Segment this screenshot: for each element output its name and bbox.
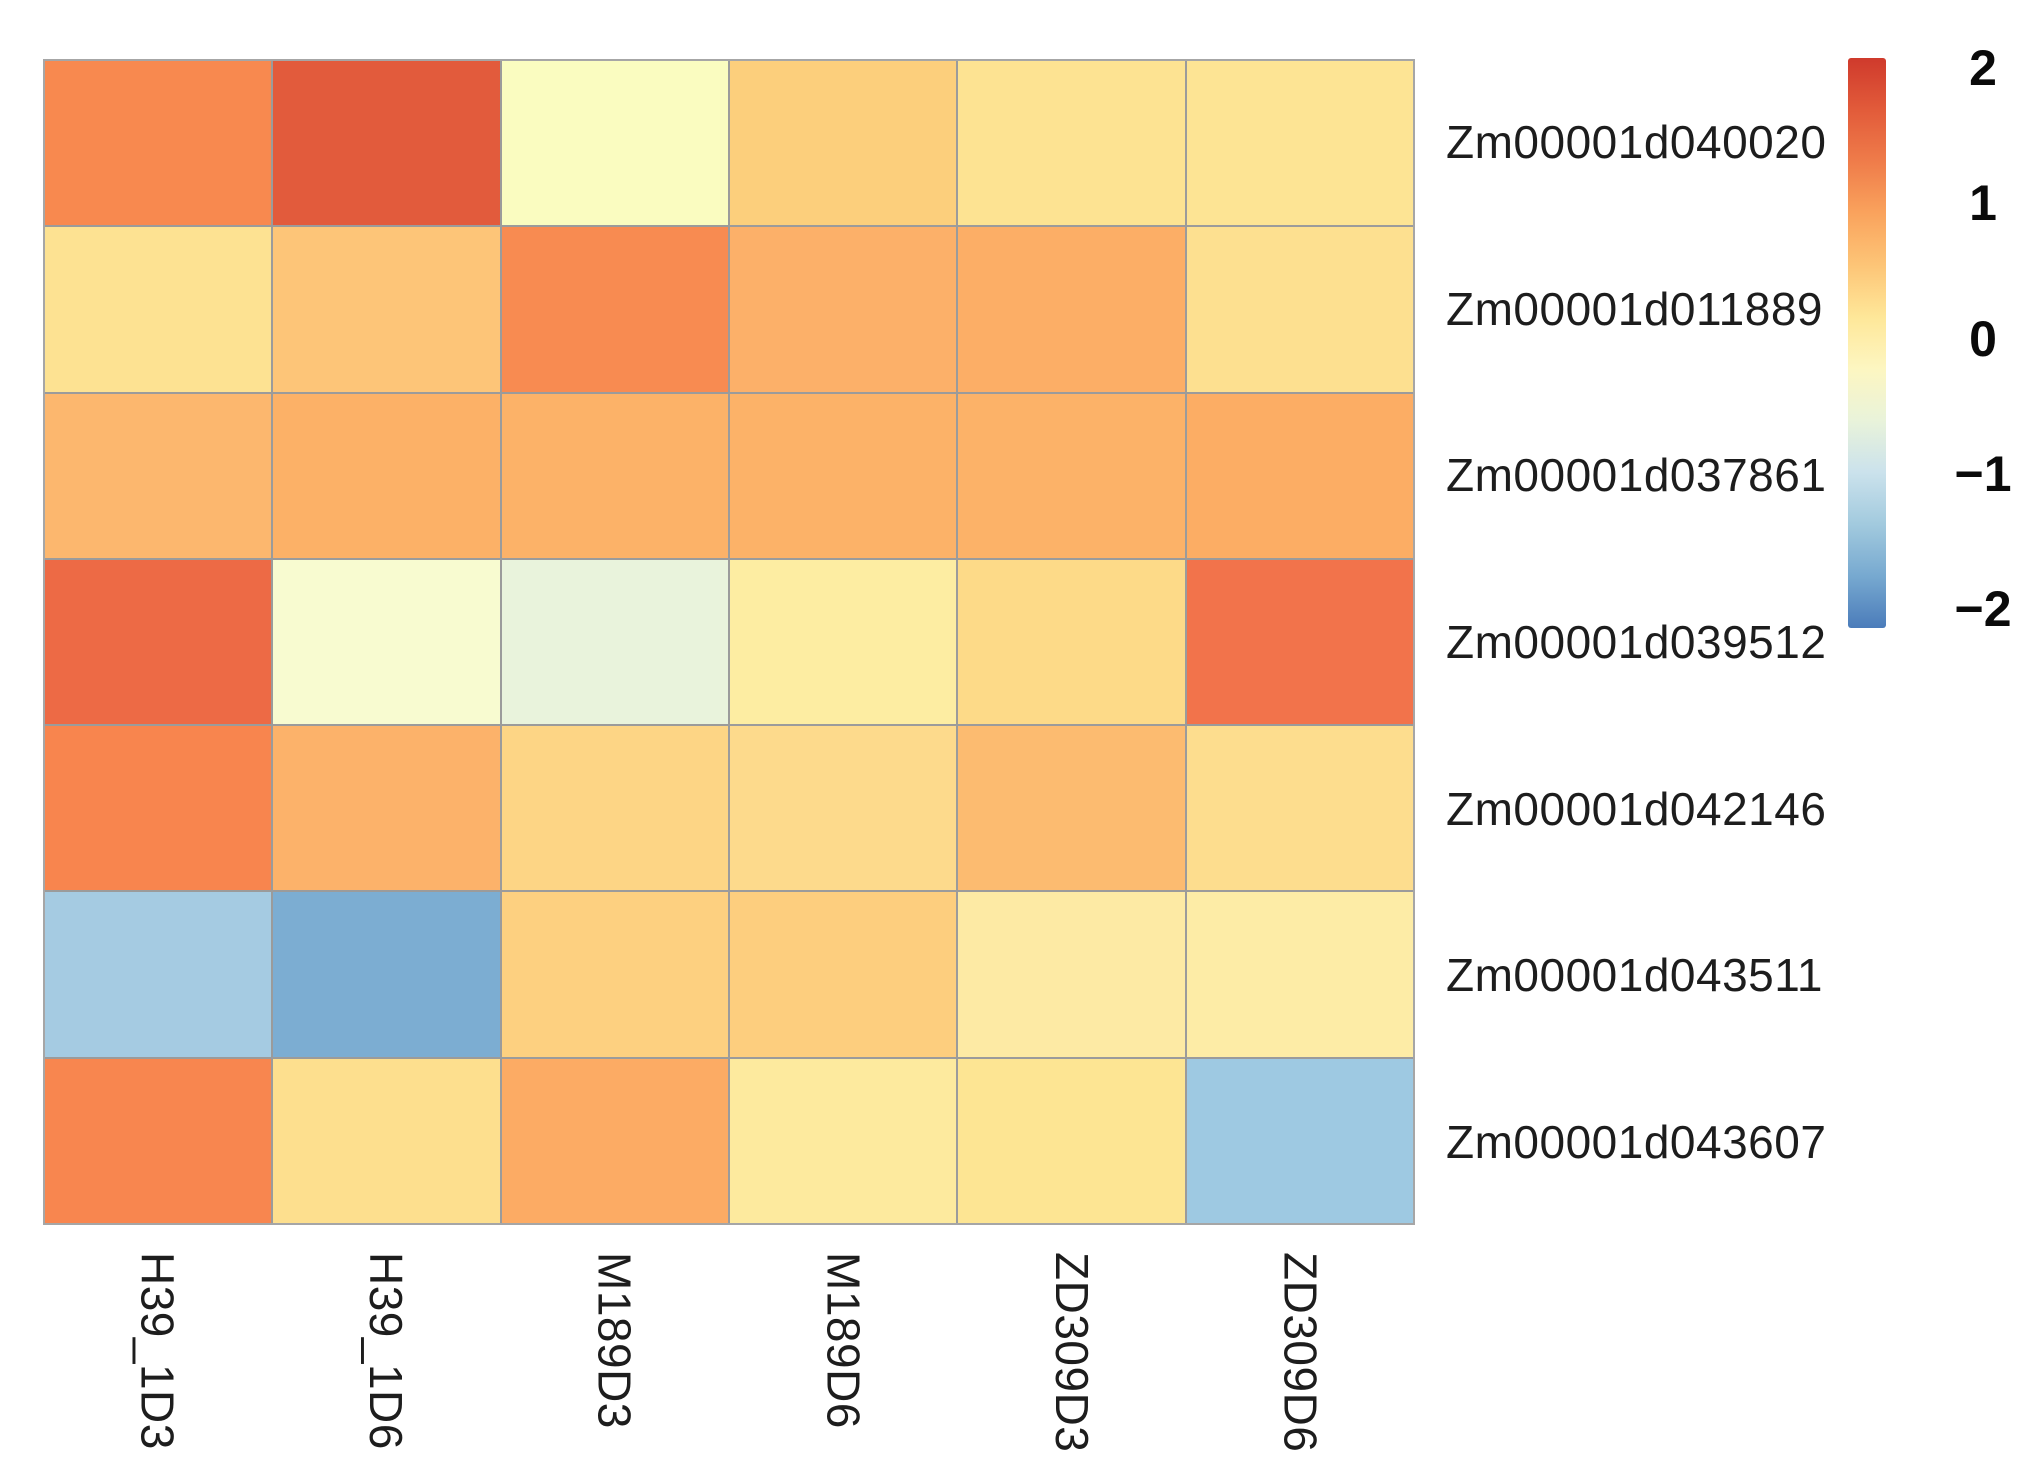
heatmap-cell [1186, 726, 1413, 891]
heatmap-cell [958, 393, 1185, 558]
heatmap-cell [729, 61, 957, 226]
col-label: ZD309D3 [1046, 1252, 1098, 1453]
row-label: Zm00001d011889 [1446, 282, 1823, 335]
row-label: Zm00001d043511 [1446, 949, 1823, 1002]
heatmap-cell [45, 61, 272, 226]
heatmap-cell [729, 726, 957, 891]
heatmap-cell [729, 393, 957, 558]
heatmap-cell [1186, 61, 1413, 226]
heatmap-cell [1186, 892, 1413, 1057]
heatmap-cell [729, 892, 957, 1057]
heatmap-cell [501, 61, 728, 226]
heatmap-cell [45, 559, 272, 725]
heatmap-cell [958, 61, 1185, 226]
heatmap-cell [273, 393, 500, 558]
heatmap-cell [45, 1058, 272, 1223]
heatmap-cell [45, 393, 272, 558]
row-label: Zm00001d037861 [1446, 449, 1827, 502]
heatmap-cell [729, 227, 957, 392]
col-label: H39_1D3 [131, 1252, 184, 1450]
heatmap-cell [273, 559, 500, 725]
col-label: ZD309D6 [1274, 1252, 1327, 1453]
colorbar-tick-label: 1 [1969, 175, 1997, 232]
col-label: H39_1D6 [360, 1252, 412, 1450]
heatmap-cell [501, 227, 728, 392]
heatmap-cell [501, 726, 728, 891]
heatmap-cell [1186, 1058, 1413, 1223]
heatmap-cell [958, 559, 1185, 725]
heatmap-cell [45, 726, 272, 891]
heatmap-grid [43, 59, 1415, 1225]
heatmap-cell [273, 1058, 500, 1223]
heatmap-cell [958, 227, 1185, 392]
heatmap-cell [958, 726, 1185, 891]
colorbar-tick-label: −1 [1954, 445, 2012, 502]
colorbar-tick-label: 2 [1969, 40, 1997, 96]
heatmap-cell [501, 1058, 728, 1223]
heatmap-cell [958, 892, 1185, 1057]
heatmap-cell [1186, 227, 1413, 392]
heatmap-cell [501, 393, 728, 558]
heatmap-cell [273, 227, 500, 392]
heatmap-cell [45, 227, 272, 392]
heatmap-cell [501, 892, 728, 1057]
heatmap-cell [273, 892, 500, 1057]
heatmap-cell [729, 559, 957, 725]
heatmap-cell [501, 559, 728, 725]
heatmap-cell [1186, 559, 1413, 725]
colorbar-tick-label: −2 [1954, 581, 2012, 637]
row-label: Zm00001d039512 [1446, 616, 1827, 668]
heatmap-cell [1186, 393, 1413, 558]
row-label: Zm00001d042146 [1446, 782, 1827, 835]
colorbar [1848, 58, 1886, 628]
col-label: M189D6 [817, 1252, 870, 1429]
row-label: Zm00001d043607 [1446, 1115, 1827, 1168]
row-label: Zm00001d040020 [1446, 116, 1827, 169]
col-label: M189D3 [588, 1252, 641, 1429]
colorbar-tick-label: 0 [1969, 310, 1997, 367]
heatmap-cell [958, 1058, 1185, 1223]
heatmap-cell [273, 726, 500, 891]
heatmap-cell [729, 1058, 957, 1223]
heatmap-cell [273, 61, 500, 226]
heatmap-cell [45, 892, 272, 1057]
